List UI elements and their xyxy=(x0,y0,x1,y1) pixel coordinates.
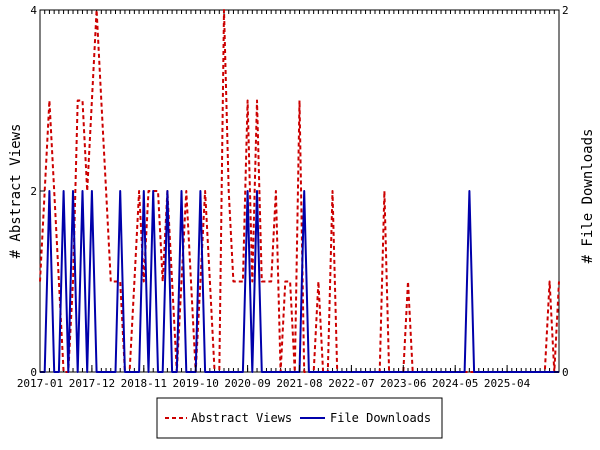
x-tick-label: 2022-07 xyxy=(328,377,374,390)
x-tick-label: 2021-08 xyxy=(276,377,322,390)
y-left-axis-title: # Abstract Views xyxy=(8,124,24,259)
y-left-tick-label: 2 xyxy=(30,185,37,198)
legend-box xyxy=(156,397,443,439)
x-axis-labels: 2017-01 2017-12 2018-11 2019-10 2020-09 2021-… xyxy=(17,365,531,390)
x-tick-label: 2018-11 xyxy=(121,377,167,390)
y-left-tick-label: 4 xyxy=(30,4,37,17)
y-right-axis-title: # File Downloads xyxy=(580,129,596,264)
legend-label-file-downloads: File Downloads xyxy=(330,411,431,425)
y-left-axis-labels: 0 2 4 xyxy=(30,4,45,379)
x-tick-label: 2017-12 xyxy=(69,377,115,390)
legend: Abstract Views File Downloads xyxy=(156,397,443,439)
x-tick-label: 2023-06 xyxy=(380,377,426,390)
x-tick-label: 2019-10 xyxy=(173,377,219,390)
x-tick-label: 2024-05 xyxy=(432,377,478,390)
y-right-tick-label: 2 xyxy=(562,4,569,17)
y-right-axis-labels: 02 xyxy=(554,4,569,379)
x-tick-label: 2017-01 xyxy=(17,377,63,390)
legend-label-abstract-views: Abstract Views xyxy=(191,411,292,425)
x-tick-label: 2025-04 xyxy=(484,377,531,390)
x-tick-label: 2020-09 xyxy=(224,377,270,390)
y-left-tick-label: 0 xyxy=(30,366,37,379)
y-right-tick-label: 0 xyxy=(562,366,569,379)
